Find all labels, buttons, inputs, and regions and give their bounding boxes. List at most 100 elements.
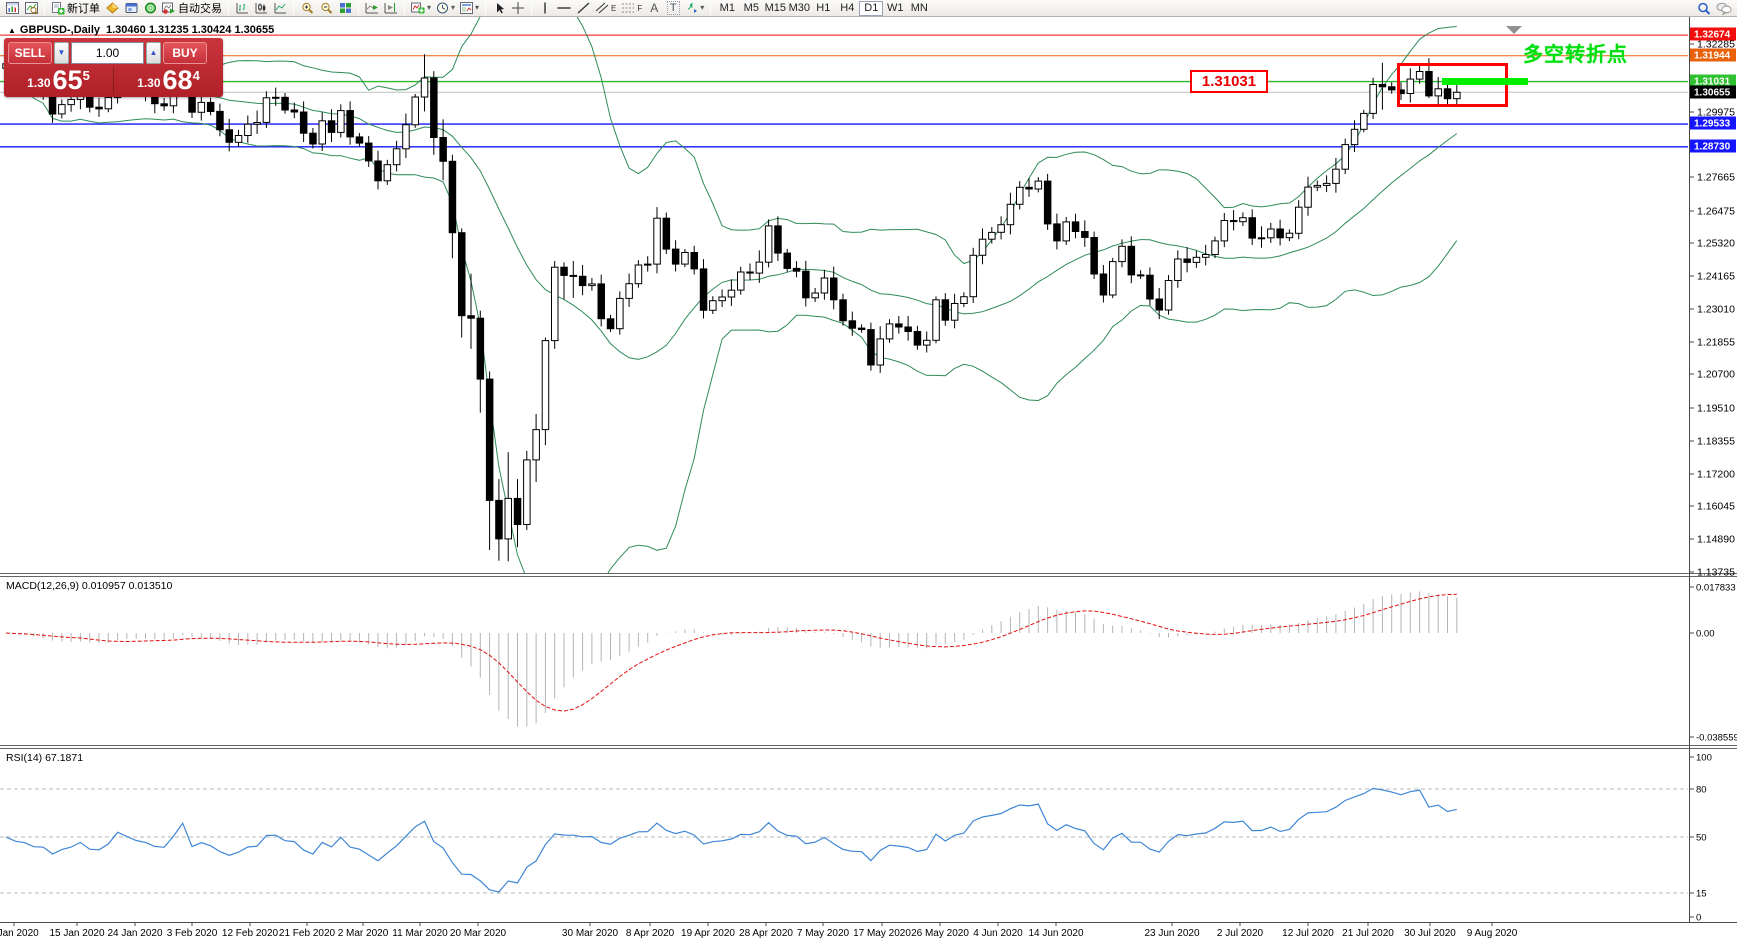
zoom-out-button[interactable] (317, 1, 335, 16)
chart-area[interactable]: 1.32285 1.29975 1.27665 1.26475 1.25320 1.241… (0, 17, 1737, 940)
new-order-button[interactable]: 新订单 (49, 1, 102, 16)
tf-button-h1[interactable]: H1 (811, 1, 835, 16)
price-tick-label: 1.21855 (1697, 337, 1735, 349)
buy-button[interactable]: BUY (163, 41, 207, 64)
collapse-arrow-icon[interactable]: ▲ (8, 26, 16, 35)
candle-body (1415, 71, 1424, 80)
price-tick-label: 1.16045 (1697, 501, 1735, 513)
candle-body (1406, 78, 1415, 94)
text-label-button[interactable]: T (664, 1, 682, 16)
templates-icon (460, 2, 474, 14)
support-level-bar[interactable] (1442, 78, 1528, 85)
main-pane[interactable] (0, 17, 1688, 600)
candlestick-chart-type-button[interactable] (252, 1, 270, 16)
chart-window-button[interactable] (3, 1, 21, 16)
chat-button[interactable] (1714, 1, 1734, 16)
candle-body (458, 232, 466, 317)
new-order-icon (52, 1, 65, 14)
templates-button[interactable]: ▾ (458, 1, 481, 16)
horizontal-lines[interactable] (0, 34, 1688, 148)
periods-button[interactable]: ▾ (434, 1, 457, 16)
price-level-badge-label: 1.30655 (1694, 88, 1731, 99)
tf-button-m1[interactable]: M1 (715, 1, 739, 16)
rsi-axis[interactable]: 100 80 50 15 0 (1689, 753, 1712, 924)
fibonacci-icon (622, 3, 635, 13)
tile-windows-button[interactable] (336, 1, 354, 16)
text-label-icon: T (666, 1, 680, 15)
tf-button-w1[interactable]: W1 (883, 1, 907, 16)
macd-label: MACD(12,26,9) 0.010957 0.013510 (6, 580, 173, 592)
tf-button-d1[interactable]: D1 (859, 0, 884, 16)
date-tick-label: 12 Jul 2020 (1282, 928, 1334, 939)
candle-body (467, 315, 475, 319)
macd-pane[interactable] (5, 591, 1458, 727)
zoom-in-button[interactable] (298, 1, 316, 16)
volume-input[interactable] (71, 41, 144, 64)
cursor-button[interactable] (490, 1, 508, 16)
candle-body (932, 299, 940, 341)
cursor-icon (496, 3, 504, 14)
sell-price[interactable]: 1.30 65 5 (4, 65, 113, 95)
candle-body (541, 340, 550, 431)
volume-increase-button[interactable]: ▲ (146, 41, 161, 64)
candle-body (634, 264, 643, 285)
arrows-button[interactable]: ▾ (683, 1, 706, 16)
data-window-button[interactable] (22, 1, 40, 16)
bar-chart-type-button[interactable] (233, 1, 251, 16)
strategy-tester-icon (144, 2, 156, 14)
price-axis[interactable]: 1.32285 1.29975 1.27665 1.26475 1.25320 1.241… (1689, 27, 1736, 579)
buy-price[interactable]: 1.30 68 4 (114, 65, 223, 95)
chart-shift-marker[interactable] (1506, 26, 1522, 34)
macd-signal-line (5, 593, 1457, 712)
candle-body (1034, 180, 1043, 190)
autotrading-button[interactable]: 自动交易 (160, 1, 224, 16)
candle-body (281, 96, 289, 111)
rsi-tick-label: 80 (1696, 785, 1707, 796)
search-button[interactable] (1695, 1, 1713, 16)
tf-button-mn[interactable]: MN (907, 1, 931, 16)
sell-button[interactable]: SELL (8, 41, 52, 64)
candle-body (290, 109, 299, 113)
tf-button-h4[interactable]: H4 (835, 1, 859, 16)
chat-icon (1716, 2, 1732, 15)
horizontal-line-button[interactable] (555, 1, 573, 16)
price-tick-label: 1.17200 (1697, 469, 1735, 481)
bollinger-upper (15, 17, 1457, 265)
indicators-button[interactable]: ▾ (409, 1, 433, 16)
metaeditor-button[interactable] (103, 1, 121, 16)
macd-axis[interactable]: 0.017833 0.00 -0.038559 (1689, 583, 1737, 744)
chart-shift-button[interactable] (382, 1, 400, 16)
tf-button-m5[interactable]: M5 (739, 1, 763, 16)
text-button[interactable]: A (645, 1, 663, 16)
buy-price-big: 68 (162, 65, 193, 95)
candle-body (588, 283, 596, 287)
crosshair-button[interactable] (509, 1, 527, 16)
volume-decrease-button[interactable]: ▼ (54, 41, 69, 64)
price-line-label[interactable]: 1.31031 (1190, 70, 1268, 93)
tf-button-m15[interactable]: M15 (764, 2, 786, 14)
equidistant-channel-button[interactable]: E (593, 1, 618, 16)
date-tick-label: 8 Apr 2020 (626, 928, 675, 939)
terminal-button[interactable] (122, 1, 140, 16)
vertical-line-button[interactable] (536, 1, 554, 16)
toolbar-separator (531, 2, 533, 14)
price-level-badge (1690, 116, 1736, 130)
turning-point-annotation[interactable]: 多空转折点 (1523, 44, 1628, 66)
candle-body (216, 110, 224, 131)
auto-scroll-button[interactable] (363, 1, 381, 16)
fibonacci-button[interactable]: F (619, 1, 644, 16)
candle-body (1369, 84, 1377, 114)
candle-body (606, 318, 615, 330)
macd-tick-label: -0.038559 (1696, 733, 1737, 744)
price-tick-label: 1.29975 (1697, 107, 1735, 119)
candle-body (430, 77, 438, 138)
line-chart-type-button[interactable] (271, 1, 289, 16)
trendline-button[interactable] (574, 1, 592, 16)
candle-body (1276, 228, 1284, 239)
rsi-pane[interactable] (0, 787, 1688, 894)
strategy-tester-button[interactable] (141, 1, 159, 16)
date-tick-label: 26 May 2020 (911, 928, 969, 939)
highlight-rectangle[interactable] (1397, 63, 1508, 107)
tf-button-m30[interactable]: M30 (788, 2, 810, 14)
